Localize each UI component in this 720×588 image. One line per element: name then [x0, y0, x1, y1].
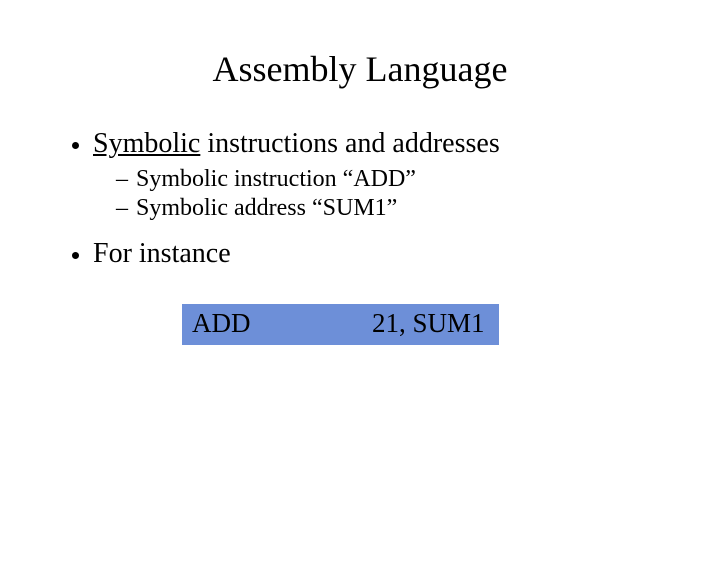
bullet-rest: instructions and addresses — [200, 128, 499, 159]
example-operands: 21, SUM1 — [372, 308, 485, 339]
example-mnemonic: ADD — [192, 308, 372, 339]
bullet-text: For instance — [93, 238, 231, 270]
sub-bullet-text: Symbolic address “SUM1” — [136, 195, 397, 222]
example-box: ADD 21, SUM1 — [182, 304, 499, 345]
sub-bullet-item: – Symbolic address “SUM1” — [116, 195, 660, 222]
bullet-dot-icon — [72, 142, 79, 149]
underlined-word: Symbolic — [93, 128, 200, 159]
sub-bullet-text: Symbolic instruction “ADD” — [136, 166, 416, 193]
sub-bullet-item: – Symbolic instruction “ADD” — [116, 166, 660, 193]
slide-title: Assembly Language — [0, 48, 720, 90]
slide-content: Symbolic instructions and addresses – Sy… — [0, 128, 720, 345]
bullet-text: Symbolic instructions and addresses — [93, 128, 500, 160]
slide: Assembly Language Symbolic instructions … — [0, 48, 720, 588]
sub-bullet-list: – Symbolic instruction “ADD” – Symbolic … — [116, 166, 660, 222]
bullet-item: Symbolic instructions and addresses — [72, 128, 660, 160]
bullet-dot-icon — [72, 252, 79, 259]
dash-icon: – — [116, 166, 128, 193]
dash-icon: – — [116, 195, 128, 222]
bullet-item: For instance — [72, 238, 660, 270]
